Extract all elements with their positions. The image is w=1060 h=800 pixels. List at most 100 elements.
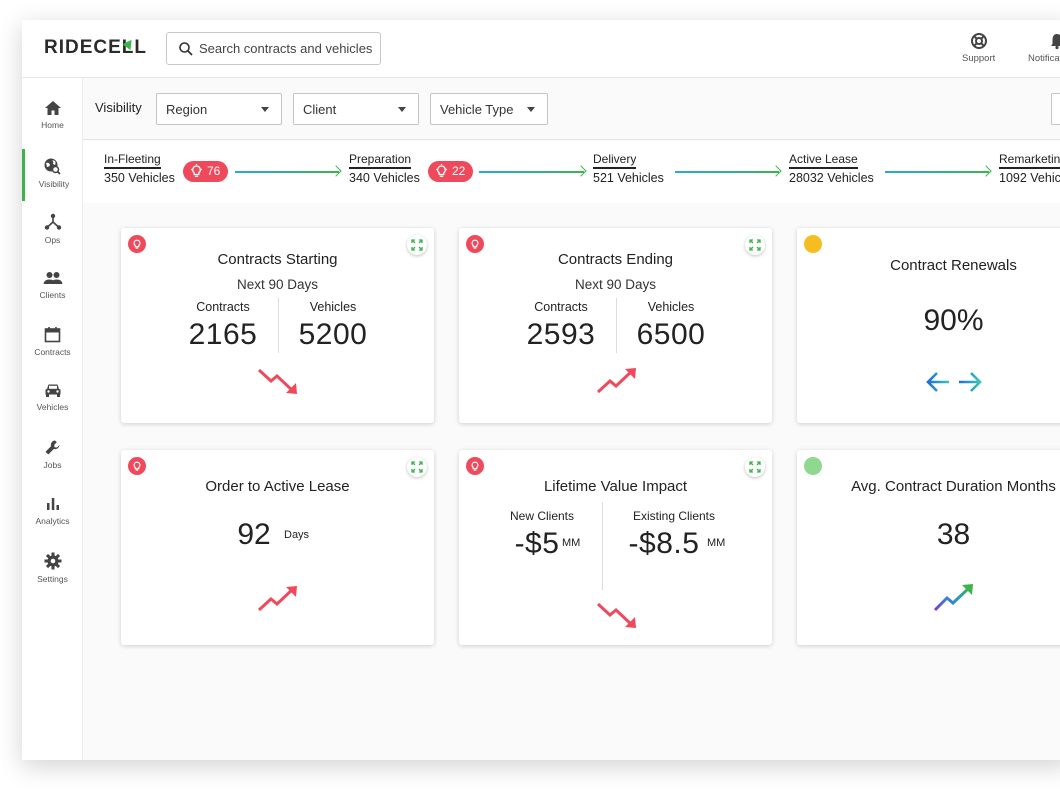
stage-arrow <box>885 165 992 177</box>
card-title: Contract Renewals <box>890 257 1017 274</box>
sidebar-item-clients[interactable]: Clients <box>22 262 83 314</box>
metric-value: 2593 <box>526 318 596 351</box>
card-value: 90% <box>923 304 984 337</box>
expand-button[interactable] <box>745 457 765 477</box>
expand-button[interactable] <box>407 235 427 255</box>
badge-count: 22 <box>452 164 466 178</box>
trend-down-icon <box>596 602 636 628</box>
stage-name: Delivery <box>593 152 637 169</box>
wrench-icon <box>45 440 60 455</box>
vehicle-type-dropdown-value: Vehicle Type <box>440 102 514 117</box>
alert-badge[interactable]: 76 <box>183 161 229 182</box>
support-label: Support <box>962 53 996 64</box>
stage-name: Preparation <box>349 152 412 169</box>
card-contracts-ending[interactable]: Contracts Ending Next 90 Days Contracts … <box>459 228 772 423</box>
filter-bar-label: Visibility <box>95 100 142 115</box>
sidebar-item-jobs[interactable]: Jobs <box>22 431 83 483</box>
client-dropdown-value: Client <box>303 102 337 117</box>
stage-in-fleeting[interactable]: In-Fleeting 350 Vehicles <box>104 152 175 185</box>
metric-label: Existing Clients <box>632 509 716 523</box>
search-box[interactable] <box>166 32 381 65</box>
card-lifetime-value-impact[interactable]: Lifetime Value Impact New Clients -$5 MM… <box>459 450 772 645</box>
lightbulb-icon <box>133 239 141 249</box>
app-window: RIDECELL Support <box>22 20 1060 760</box>
sidebar-item-label: Clients <box>39 290 66 300</box>
expand-icon <box>411 461 423 473</box>
card-subtitle: Next 90 Days <box>574 277 657 292</box>
card-subtitle: Next 90 Days <box>236 277 319 292</box>
metric-value: -$5 <box>514 527 560 560</box>
filter-extra-button[interactable] <box>1051 93 1060 125</box>
card-avg-contract-duration[interactable]: Avg. Contract Duration Months 38 <box>797 450 1060 645</box>
badge-count: 76 <box>207 164 221 178</box>
divider <box>278 298 279 353</box>
metric-value: 2165 <box>188 318 258 351</box>
stage-arrow <box>675 165 782 177</box>
search-input[interactable] <box>199 33 377 64</box>
expand-button[interactable] <box>745 235 765 255</box>
card-contract-renewals[interactable]: Contract Renewals 90% <box>797 228 1060 423</box>
metric-label: Contracts <box>196 300 250 314</box>
expand-icon <box>749 239 761 251</box>
support-button[interactable]: Support <box>962 32 995 64</box>
sidebar-item-analytics[interactable]: Analytics <box>22 488 83 540</box>
metric-label: Vehicles <box>647 300 695 314</box>
sidebar-item-ops[interactable]: Ops <box>22 205 83 257</box>
sidebar-item-vehicles[interactable]: Vehicles <box>22 374 83 426</box>
metric-unit: MM <box>707 537 726 549</box>
metric-label: Vehicles <box>309 300 357 314</box>
sidebar-item-settings[interactable]: Settings <box>22 544 83 596</box>
arrow-head-icon <box>330 165 342 177</box>
vehicles-metric: Vehicles 6500 <box>623 300 719 352</box>
divider <box>602 502 603 590</box>
stage-active-lease[interactable]: Active Lease 28032 Vehicles <box>789 152 874 185</box>
client-dropdown[interactable]: Client <box>293 93 419 125</box>
home-icon <box>44 101 61 115</box>
metric-label: New Clients <box>509 509 575 523</box>
card-contracts-starting[interactable]: Contracts Starting Next 90 Days Contract… <box>121 228 434 423</box>
lightbulb-icon <box>471 239 479 249</box>
globe-search-icon <box>44 158 61 175</box>
ridecell-logo[interactable]: RIDECELL <box>44 37 147 58</box>
alert-badge[interactable]: 22 <box>428 161 474 182</box>
sidebar-item-label: Analytics <box>35 516 70 526</box>
arrow-head-icon <box>980 165 992 177</box>
vehicles-metric: Vehicles 5200 <box>285 300 381 352</box>
stage-name: Active Lease <box>789 152 858 169</box>
card-title: Contracts Starting <box>217 251 338 268</box>
sidebar-item-contracts[interactable]: Contracts <box>22 318 83 370</box>
expand-button[interactable] <box>407 457 427 477</box>
sidebar-item-home[interactable]: Home <box>22 92 83 144</box>
notifications-button[interactable]: Notifications <box>1028 32 1060 64</box>
stage-remarketing[interactable]: Remarketing 1092 Vehicles <box>999 152 1060 185</box>
card-title: Contracts Ending <box>557 251 674 268</box>
stage-preparation[interactable]: Preparation 340 Vehicles <box>349 152 420 185</box>
stage-name: Remarketing <box>999 152 1060 169</box>
trend-up-icon <box>257 586 297 612</box>
trend-up-icon <box>933 584 973 612</box>
region-dropdown[interactable]: Region <box>156 93 282 125</box>
card-title: Order to Active Lease <box>205 478 350 495</box>
alert-status-icon <box>128 457 146 475</box>
card-title: Avg. Contract Duration Months <box>851 478 1056 495</box>
card-value: 38 <box>936 518 971 551</box>
contracts-metric: Contracts 2165 <box>175 300 271 352</box>
filter-bar: Visibility Region Client Vehicle Type <box>83 78 1060 140</box>
alert-status-icon <box>466 457 484 475</box>
sidebar-item-visibility[interactable]: Visibility <box>22 149 83 201</box>
sidebar-item-label: Vehicles <box>36 402 69 412</box>
metric-value: -$8.5 <box>628 527 700 560</box>
divider <box>616 298 617 353</box>
ok-status-icon <box>804 457 822 475</box>
lightbulb-icon <box>471 461 479 471</box>
stage-arrow <box>235 165 342 177</box>
stage-count: 1092 Vehicles <box>999 171 1060 185</box>
metric-label: Contracts <box>534 300 588 314</box>
region-dropdown-value: Region <box>166 102 208 117</box>
vehicle-type-dropdown[interactable]: Vehicle Type <box>430 93 548 125</box>
stage-count: 521 Vehicles <box>593 171 664 185</box>
trend-flat-icon <box>926 372 982 392</box>
card-order-to-active-lease[interactable]: Order to Active Lease 92 Days <box>121 450 434 645</box>
stage-delivery[interactable]: Delivery 521 Vehicles <box>593 152 664 185</box>
stage-name: In-Fleeting <box>104 152 161 169</box>
